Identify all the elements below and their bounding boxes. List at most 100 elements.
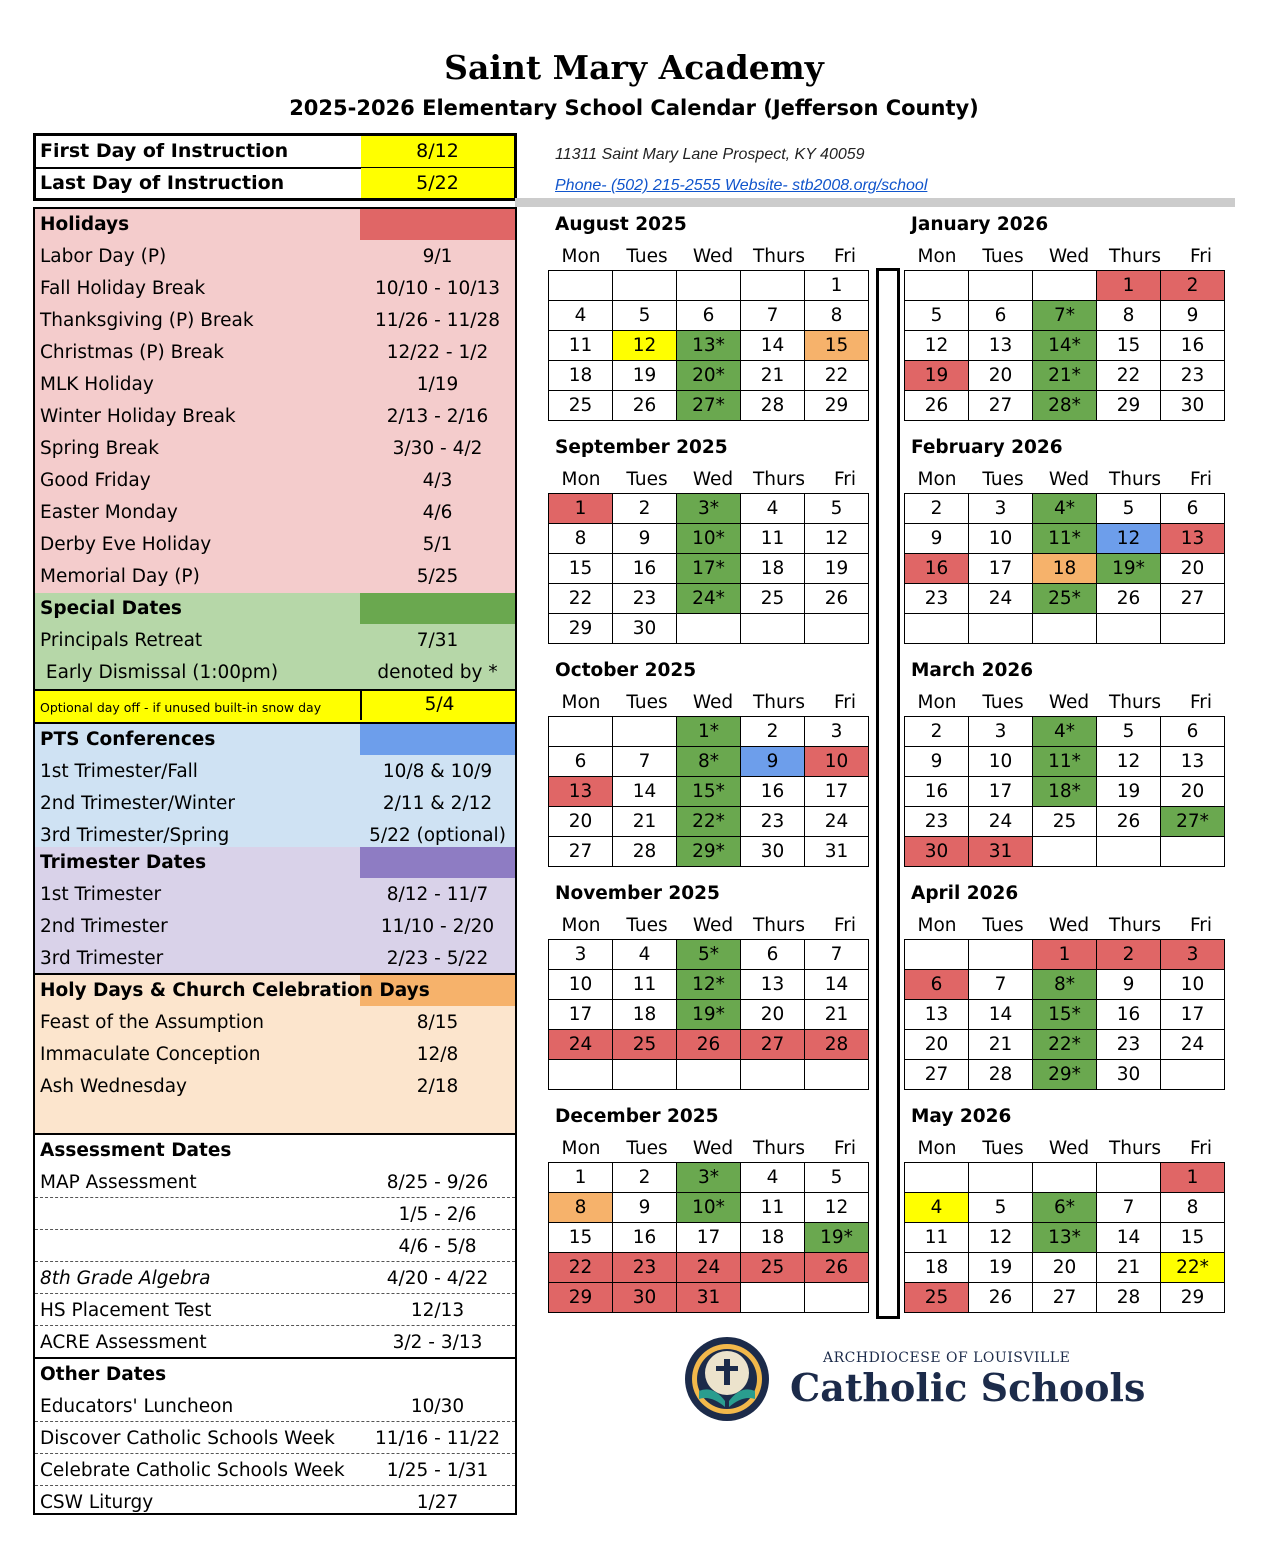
holy-color-swatch [360,975,515,1006]
day-cell: 8 [548,1192,613,1223]
day-cell: 2 [1096,939,1161,970]
month-grid: 1 2 3* 4 5 8 9 10* 11 12 15 16 17* 18 19 22 23 24* 25 26 29 3… [548,493,869,644]
item-name: Celebrate Catholic Schools Week [40,1460,345,1481]
special-dates-title: Special Dates [40,598,182,619]
item-date: 2/18 [416,1076,459,1097]
item-name: 2nd Trimester/Winter [40,793,235,814]
day-cell: 11* [1032,523,1097,554]
day-header: Wed [1048,246,1090,267]
day-cell: 12 [804,1192,869,1223]
day-cell: 18 [740,553,805,584]
item-name: Principals Retreat [40,630,203,651]
day-cell: 12* [676,969,741,1000]
day-cell [676,1059,741,1090]
day-header: Wed [692,246,734,267]
day-cell: 3* [676,493,741,524]
day-cell: 2 [904,716,969,747]
item-date: 4/3 [422,470,453,491]
day-cell: 4* [1032,716,1097,747]
list-item: Christmas (P) Break 12/22 - 1/2 [35,337,515,369]
day-cell: 15* [676,776,741,807]
first-day-label: First Day of Instruction [40,140,289,162]
day-header: Fri [833,915,857,936]
other-dates-title: Other Dates [40,1364,167,1385]
item-name: Discover Catholic Schools Week [40,1428,335,1449]
day-cell [904,270,969,301]
day-cell: 25 [548,390,613,421]
day-cell: 1 [1096,270,1161,301]
item-date: 2/13 - 2/16 [386,406,489,427]
day-cell: 1 [804,270,869,301]
list-item: Discover Catholic Schools Week 11/16 - 11… [35,1423,515,1454]
day-cell: 7 [740,300,805,331]
list-item: MAP Assessment 8/25 - 9/26 [35,1167,515,1198]
day-cell: 1 [1160,1162,1225,1193]
day-header: Thurs [753,692,805,713]
list-item: Fall Holiday Break 10/10 - 10/13 [35,273,515,305]
item-date: 3/30 - 4/2 [392,438,483,459]
month-title: March 2026 [911,660,1034,681]
day-cell: 10 [1160,969,1225,1000]
day-cell: 12 [804,523,869,554]
list-item: ACRE Assessment 3/2 - 3/13 [35,1327,515,1359]
day-cell: 30 [1160,390,1225,421]
day-cell: 4 [740,1162,805,1193]
day-header: Thurs [1109,469,1161,490]
week-row: 20 21 22* 23 24 [904,1029,1225,1060]
day-cell: 22 [548,1252,613,1283]
day-cell: 4 [612,939,677,970]
logo-archdiocese-text: ARCHDIOCESE OF LOUISVILLE [823,1350,1071,1366]
day-cell: 9 [904,523,969,554]
day-cell: 29 [548,1282,613,1313]
day-header: Tues [626,246,668,267]
day-cell: 14 [612,776,677,807]
day-cell [968,939,1033,970]
holy-days-section: Holy Days & Church Celebration Days Feas… [35,973,515,1135]
first-day-value: 8/12 [361,136,514,167]
day-cell: 29 [1096,390,1161,421]
day-cell: 25* [1032,583,1097,614]
day-header: Tues [982,915,1024,936]
day-cell: 20 [740,999,805,1030]
list-item: Principals Retreat 7/31 [35,625,515,657]
item-date: 11/10 - 2/20 [380,916,495,937]
day-cell: 17 [804,776,869,807]
day-cell: 10* [676,1192,741,1223]
day-cell: 3 [1160,939,1225,970]
week-row: 16 17 18* 19 20 [904,776,1225,807]
month-grid: 1 4 5 6* 7 8 11 12 13* 14 15 18 19 20 21 22* 25 26 27 28 29 [904,1162,1225,1313]
day-cell: 19* [804,1222,869,1253]
day-cell: 16 [1096,999,1161,1030]
optional-label: Optional day off - if unused built-in sn… [40,700,322,715]
day-cell: 30 [1096,1059,1161,1090]
list-item: Educators' Luncheon 10/30 [35,1391,515,1422]
day-cell: 2 [904,493,969,524]
day-header: Fri [833,692,857,713]
item-date: 5/22 (optional) [369,825,506,846]
week-row: 11 12 13* 14 15 [548,330,869,361]
item-name: Memorial Day (P) [40,566,200,587]
list-item: Memorial Day (P) 5/25 [35,561,515,593]
day-cell: 31 [804,836,869,867]
day-cell: 23 [740,806,805,837]
day-cell: 25 [740,1252,805,1283]
list-item: 3rd Trimester 2/23 - 5/22 [35,943,515,975]
holidays-section: Holidays Labor Day (P) 9/1 Fall Holiday B… [35,209,515,593]
day-cell: 26 [904,390,969,421]
item-date: denoted by * [377,662,498,683]
day-cell: 25 [740,583,805,614]
item-name: Educators' Luncheon [40,1396,234,1417]
day-cell: 22 [804,360,869,391]
day-cell: 24 [804,806,869,837]
item-date: 8/12 - 11/7 [386,884,489,905]
day-cell: 22* [1032,1029,1097,1060]
day-cell: 18 [1032,553,1097,584]
week-row: 20 21 22* 23 24 [548,806,869,837]
day-cell: 24 [1160,1029,1225,1060]
week-row: 2 3 4* 5 6 [904,716,1225,747]
week-row: 2 3 4* 5 6 [904,493,1225,524]
item-date: 1/19 [416,374,459,395]
day-cell: 30 [612,613,677,644]
contact-link[interactable]: Phone- (502) 215-2555 Website- stb2008.o… [555,177,928,194]
trimester-color-swatch [360,847,515,878]
